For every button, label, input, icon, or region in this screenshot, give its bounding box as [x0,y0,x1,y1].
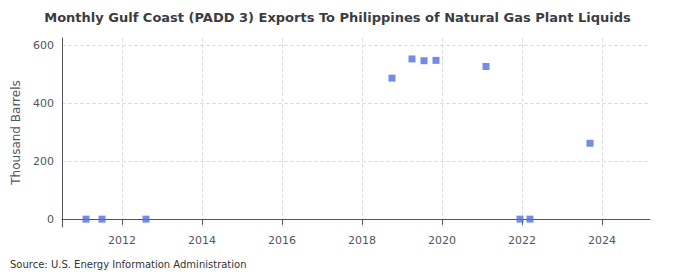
svg-text:400: 400 [33,97,54,110]
svg-text:200: 200 [33,155,54,168]
svg-text:600: 600 [33,39,54,52]
svg-text:2016: 2016 [268,234,296,247]
svg-text:Monthly Gulf Coast (PADD 3) Ex: Monthly Gulf Coast (PADD 3) Exports To P… [44,10,631,25]
svg-text:2018: 2018 [348,234,376,247]
svg-text:2012: 2012 [108,234,136,247]
svg-text:0: 0 [47,213,54,226]
svg-text:Source: U.S. Energy Informatio: Source: U.S. Energy Information Administ… [10,259,247,270]
svg-text:2024: 2024 [588,234,616,247]
svg-text:2014: 2014 [188,234,216,247]
svg-text:Thousand Barrels: Thousand Barrels [9,80,23,185]
svg-text:2022: 2022 [508,234,536,247]
svg-text:2020: 2020 [428,234,456,247]
